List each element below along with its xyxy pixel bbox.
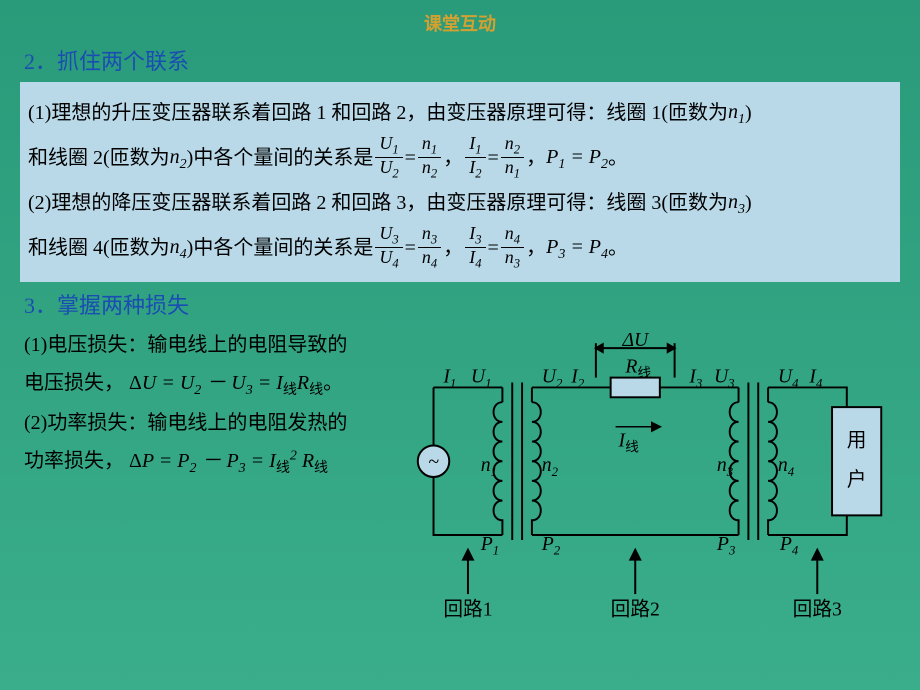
var-n3: n3 xyxy=(728,182,745,224)
var-n4: n4 xyxy=(170,227,187,269)
label-iline: I线 xyxy=(618,429,640,454)
frac-n4-n3: n4n3 xyxy=(501,224,524,272)
label-n4: n4 xyxy=(778,454,795,479)
lower-row: (1)电压损失：输电线上的电阻导致的 电压损失， ΔU = U2 － U3 = … xyxy=(24,326,896,626)
label-du: ΔU xyxy=(621,329,650,351)
text: 。 xyxy=(608,228,628,268)
loss-text: (1)电压损失：输电线上的电阻导致的 电压损失， ΔU = U2 － U3 = … xyxy=(24,326,404,483)
relation-1-line-1: (1)理想的升压变压器联系着回路 1 和回路 2，由变压器原理可得：线圈 1(匝… xyxy=(28,92,892,134)
text: ) xyxy=(745,183,752,223)
section-3-title: 3．掌握两种损失 xyxy=(24,288,896,320)
frac-i3-i4: I3I4 xyxy=(465,224,485,272)
label-n2: n2 xyxy=(542,454,559,479)
loss-power-1: (2)功率损失：输电线上的电阻发热的 xyxy=(24,404,404,442)
eq-p1p2: P1 = P2 xyxy=(546,137,608,179)
text: 功率损失， Δ xyxy=(24,450,142,472)
label-i1: I1 xyxy=(442,365,456,390)
text: 。 xyxy=(323,372,343,394)
text: )中各个量间的关系是 xyxy=(187,228,374,268)
text: (2)理想的降压变压器联系着回路 2 和回路 3，由变压器原理可得：线圈 3(匝… xyxy=(28,183,728,223)
label-u4: U4 xyxy=(778,365,799,390)
relation-2-line-2: 和线圈 4(匝数为 n4 )中各个量间的关系是 U3U4 = n3n4 ， I3… xyxy=(28,224,892,272)
label-u3: U3 xyxy=(714,365,735,390)
label-loop3: 回路3 xyxy=(793,598,842,620)
label-i3: I3 xyxy=(688,365,702,390)
page-header: 课堂互动 xyxy=(0,0,920,42)
frac-n3-n4: n3n4 xyxy=(418,224,441,272)
frac-u3-u4: U3U4 xyxy=(375,224,402,272)
content-area: 2．抓住两个联系 (1)理想的升压变压器联系着回路 1 和回路 2，由变压器原理… xyxy=(0,44,920,626)
label-user-1: 用 xyxy=(847,429,867,451)
label-p2: P2 xyxy=(541,533,561,558)
section-2-title: 2．抓住两个联系 xyxy=(24,44,896,76)
text: 和线圈 4(匝数为 xyxy=(28,228,170,268)
relation-2-line-1: (2)理想的降压变压器联系着回路 2 和回路 3，由变压器原理可得：线圈 3(匝… xyxy=(28,182,892,224)
label-p3: P3 xyxy=(716,533,735,558)
label-u2: U2 xyxy=(542,365,563,390)
var-n2: n2 xyxy=(170,137,187,179)
text: 。 xyxy=(608,138,628,178)
label-loop1: 回路1 xyxy=(443,598,492,620)
eq-p3p4: P3 = P4 xyxy=(546,227,608,269)
transformer-relations-block: (1)理想的升压变压器联系着回路 1 和回路 2，由变压器原理可得：线圈 1(匝… xyxy=(20,82,900,282)
label-user-2: 户 xyxy=(847,469,867,491)
label-u1: U1 xyxy=(471,365,492,390)
loss-power-2: 功率损失， ΔP = P2 － P3 = I线2 R线 xyxy=(24,442,404,483)
text: ， xyxy=(526,228,546,268)
frac-n1-n2: n1n2 xyxy=(418,134,441,182)
var-n1: n1 xyxy=(728,92,745,134)
relation-1-line-2: 和线圈 2(匝数为 n2 )中各个量间的关系是 U1U2 = n1n2 ， I1… xyxy=(28,134,892,182)
label-i4: I4 xyxy=(808,365,823,390)
label-p1: P1 xyxy=(480,533,499,558)
circuit-diagram: ~ ΔU R线 I线 I1 U1 U2 I2 I3 U3 U4 I4 n1 n2… xyxy=(404,326,896,626)
text: 和线圈 2(匝数为 xyxy=(28,138,170,178)
text: ， xyxy=(526,138,546,178)
frac-i1-i2: I1I2 xyxy=(465,134,485,182)
frac-n2-n1: n2n1 xyxy=(501,134,524,182)
text: (1)理想的升压变压器联系着回路 1 和回路 2，由变压器原理可得：线圈 1(匝… xyxy=(28,93,728,133)
label-p4: P4 xyxy=(779,533,799,558)
label-i2: I2 xyxy=(570,365,585,390)
loss-voltage-2: 电压损失， ΔU = U2 － U3 = I线R线。 xyxy=(24,364,404,405)
loss-voltage-1: (1)电压损失：输电线上的电阻导致的 xyxy=(24,326,404,364)
text: )中各个量间的关系是 xyxy=(187,138,374,178)
text: 电压损失， Δ xyxy=(24,372,142,394)
label-loop2: 回路2 xyxy=(611,598,660,620)
label-rline: R线 xyxy=(624,355,651,380)
frac-u1-u2: U1U2 xyxy=(375,134,402,182)
text: ) xyxy=(745,93,752,133)
source-symbol: ~ xyxy=(428,451,439,473)
